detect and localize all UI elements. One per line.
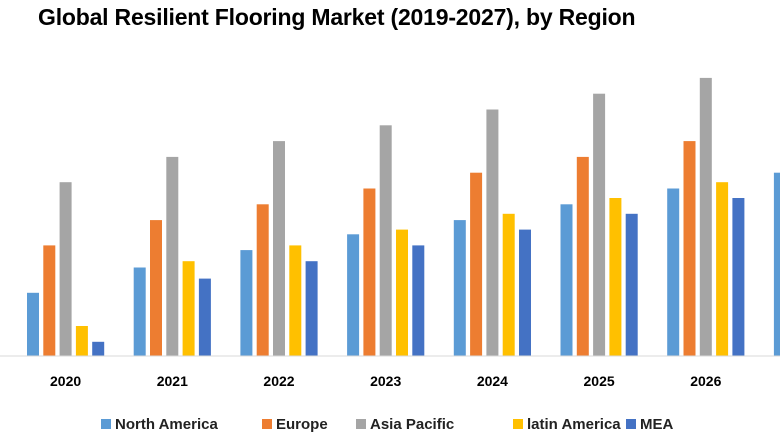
bar-europe-2026 [683, 141, 696, 356]
bar-latin-america-2021 [182, 261, 195, 356]
bar-asia-pacific-2025 [593, 93, 606, 356]
bar-asia-pacific-2022 [273, 141, 285, 356]
bar-mea-2023 [412, 245, 425, 356]
bar-mea-2021 [198, 278, 211, 356]
x-tick-label: 2020 [50, 373, 81, 389]
legend-item-north-america: North America [101, 416, 218, 433]
bar-north-america-2023 [347, 234, 360, 356]
x-tick-label: 2026 [690, 373, 721, 389]
bar-latin-america-2024 [502, 213, 515, 356]
legend-item-mea: MEA [626, 416, 674, 433]
bar-europe-2021 [150, 220, 162, 356]
bar-north-america-2020 [27, 292, 39, 356]
bar-north-america-2026 [667, 188, 680, 356]
bar-europe-2023 [363, 188, 376, 356]
chart-title: Global Resilient Flooring Market (2019-2… [38, 4, 636, 30]
bar-asia-pacific-2021 [166, 156, 179, 356]
bar-europe-2025 [576, 156, 589, 356]
bar-north-america-2027 [773, 172, 780, 356]
bar-latin-america-2022 [289, 245, 302, 356]
legend-label: North America [115, 416, 218, 433]
bar-asia-pacific-2023 [379, 125, 392, 356]
legend-label: Asia Pacific [370, 416, 454, 433]
bar-latin-america-2020 [75, 326, 88, 356]
x-tick-label: 2023 [370, 373, 401, 389]
x-tick-label: 2024 [477, 373, 508, 389]
legend-label: MEA [640, 416, 674, 433]
bar-asia-pacific-2020 [59, 182, 72, 356]
bar-mea-2024 [519, 229, 531, 356]
bar-mea-2020 [92, 341, 105, 356]
bar-mea-2022 [305, 261, 318, 356]
bar-latin-america-2023 [396, 229, 408, 356]
bar-latin-america-2026 [716, 182, 729, 356]
bar-north-america-2022 [240, 250, 253, 356]
bar-europe-2024 [470, 172, 483, 356]
legend-swatch [626, 419, 636, 429]
legend-swatch [356, 419, 366, 429]
bar-north-america-2025 [560, 204, 573, 356]
bar-asia-pacific-2026 [699, 77, 712, 357]
bar-mea-2026 [732, 198, 745, 356]
bar-mea-2025 [625, 213, 638, 356]
legend-swatch [513, 419, 523, 429]
bar-north-america-2024 [453, 220, 466, 356]
x-tick-label: 2021 [157, 373, 188, 389]
legend-label: latin America [527, 416, 621, 433]
legend-item-asia-pacific: Asia Pacific [356, 416, 454, 433]
legend-item-europe: Europe [262, 416, 328, 433]
bar-asia-pacific-2024 [486, 109, 499, 356]
x-tick-label: 2025 [584, 373, 615, 389]
legend-swatch [101, 419, 111, 429]
x-tick-label: 2022 [263, 373, 294, 389]
bar-europe-2020 [43, 245, 56, 356]
legend-swatch [262, 419, 272, 429]
bar-europe-2022 [256, 204, 269, 356]
bar-latin-america-2025 [609, 198, 622, 356]
bar-north-america-2021 [133, 267, 146, 356]
legend-item-latin-america: latin America [513, 416, 621, 433]
legend-label: Europe [276, 416, 328, 433]
